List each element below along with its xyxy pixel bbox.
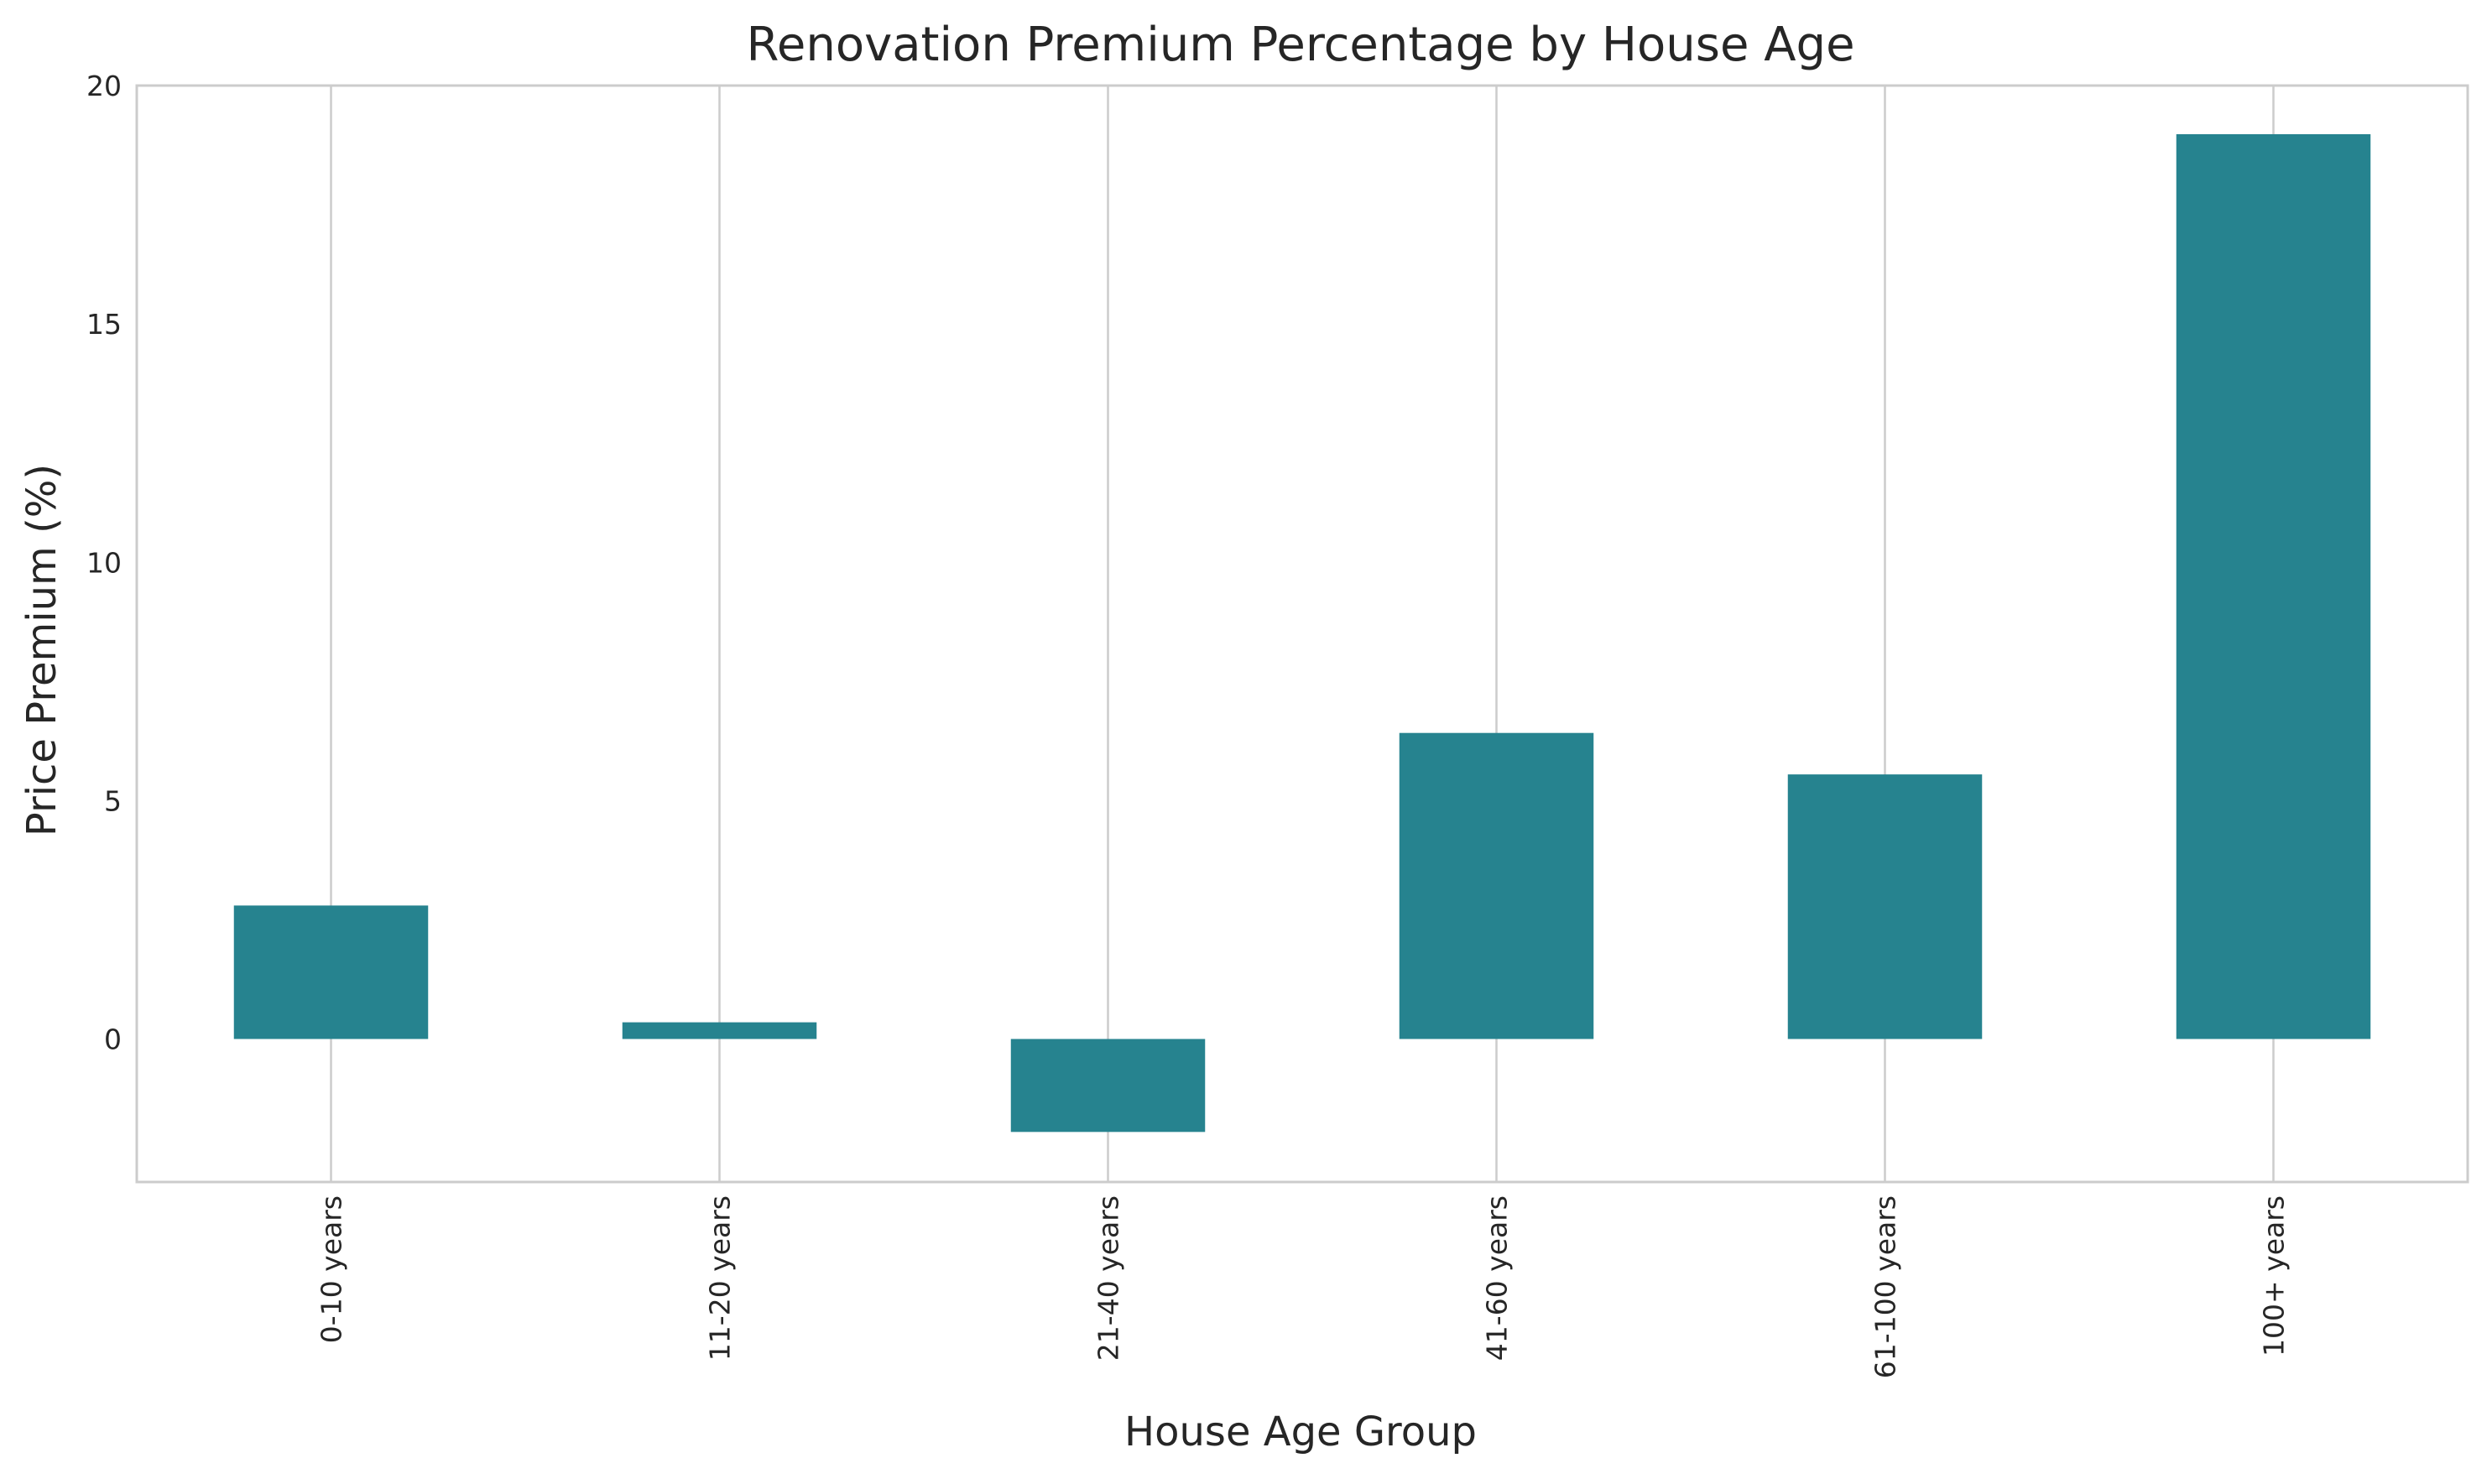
y-axis-ticks: 0 5 10 15 20: [86, 70, 122, 1056]
y-tick-label: 15: [86, 308, 122, 341]
bars: [233, 133, 2371, 1133]
bar: [1787, 774, 1983, 1039]
x-tick-label: 100+ years: [2258, 1195, 2291, 1356]
y-tick-label: 10: [86, 546, 122, 579]
bar: [1399, 732, 1594, 1039]
bar: [622, 1022, 817, 1039]
bar: [2176, 133, 2371, 1039]
x-axis-ticks: 0-10 years 11-20 years 21-40 years 41-60 ye…: [315, 1195, 2291, 1378]
x-tick-label: 61-100 years: [1869, 1195, 1902, 1378]
y-tick-label: 5: [104, 784, 122, 817]
bar: [233, 905, 429, 1039]
x-axis-label: House Age Group: [1124, 1408, 1477, 1455]
x-tick-label: 21-40 years: [1092, 1195, 1125, 1361]
bar: [1010, 1039, 1206, 1133]
x-tick-label: 0-10 years: [315, 1195, 348, 1343]
y-tick-label: 0: [104, 1023, 122, 1056]
chart-title: Renovation Premium Percentage by House A…: [746, 18, 1854, 72]
y-axis-label: Price Premium (%): [18, 464, 65, 836]
x-tick-label: 11-20 years: [704, 1195, 737, 1361]
plot-frame: [135, 84, 2469, 1184]
y-tick-label: 20: [86, 70, 122, 102]
x-tick-label: 41-60 years: [1481, 1195, 1514, 1361]
